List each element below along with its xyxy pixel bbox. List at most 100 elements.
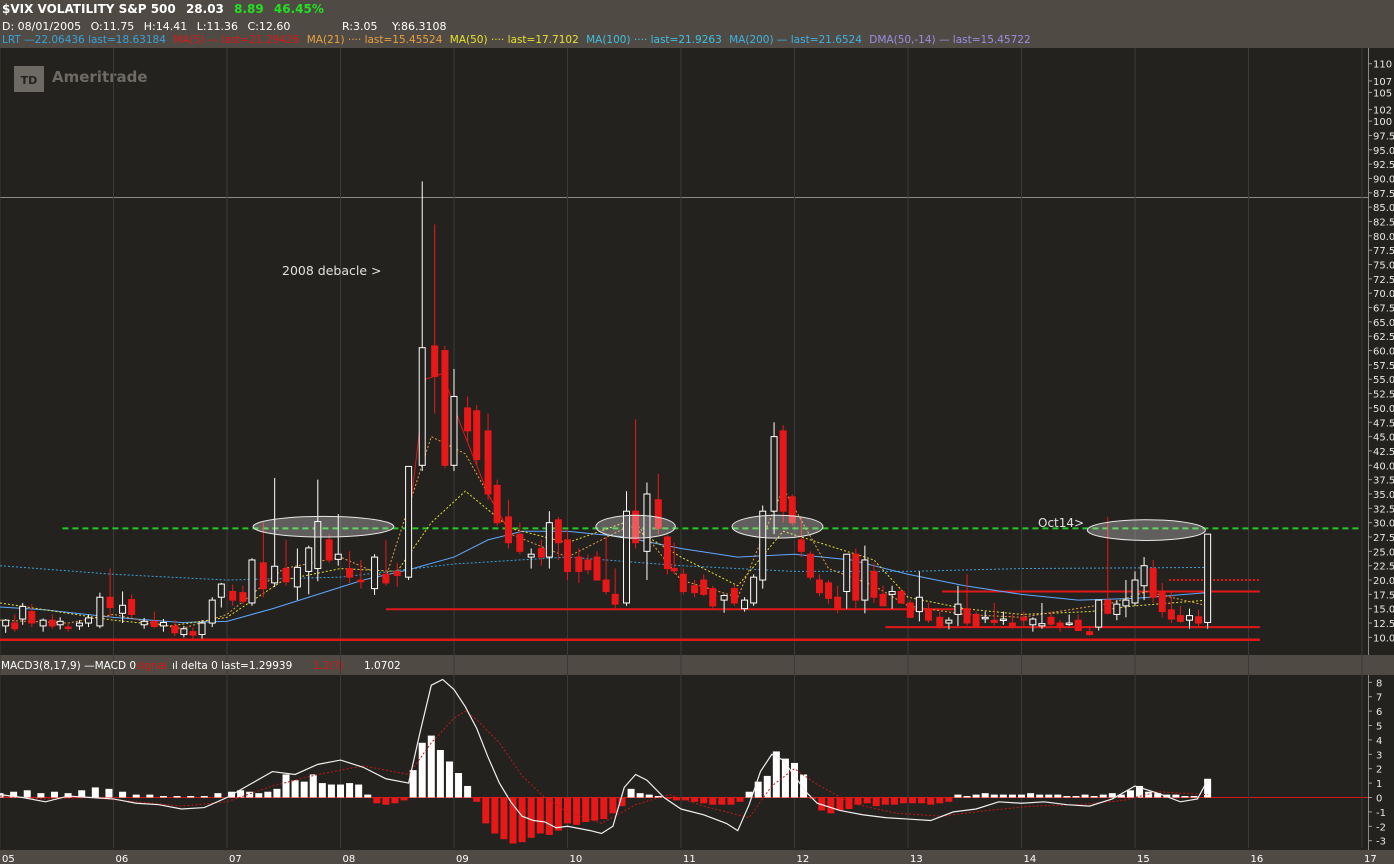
time-tick-label: 15 <box>1137 854 1150 864</box>
candle-body-down <box>441 350 449 466</box>
macd-bar-positive <box>91 787 99 798</box>
candle-body-down <box>537 547 545 558</box>
macd-title-bar <box>0 655 1394 675</box>
price-tick-label: 72.5 <box>1373 275 1394 286</box>
macd-bar-positive <box>981 793 989 798</box>
candle-body-down <box>700 579 708 595</box>
study-dma[interactable]: DMA(50,-14) — last=15.45722 <box>869 34 1031 46</box>
time-tick-label: 10 <box>570 854 583 864</box>
candle-body-up <box>314 521 322 570</box>
candle-body-down <box>972 613 980 627</box>
candle-body-up <box>19 605 27 620</box>
macd-line <box>0 678 1209 835</box>
macd-bar-negative <box>582 797 590 822</box>
candle-body-up <box>545 522 553 558</box>
candle-body-down <box>473 410 481 461</box>
candle-body-up <box>159 621 167 627</box>
price-chart[interactable]: TD Ameritrade 11010710510210097.595.092.… <box>0 48 1394 864</box>
macd-bar-positive <box>645 794 653 798</box>
macd-bar-negative <box>618 797 626 807</box>
price-tick-label: 15.0 <box>1373 605 1394 616</box>
candle-body-down <box>393 570 401 576</box>
candle-body-up <box>56 620 64 626</box>
macd-bar-negative <box>700 797 708 804</box>
candle-body-up <box>418 347 426 466</box>
chart-background <box>0 48 1394 864</box>
macd-bar-negative <box>545 797 553 835</box>
candle-body-up <box>1185 615 1193 621</box>
study-ma100[interactable]: MA(100) ···· last=21.9263 <box>586 34 722 46</box>
macd-bar-positive <box>745 791 753 798</box>
price-tick-label: 75.0 <box>1373 261 1394 272</box>
candle-body-down <box>663 536 671 570</box>
price-tick-label: 25.0 <box>1373 547 1394 558</box>
macd-bar-positive <box>173 796 181 798</box>
macd-bar-positive <box>214 793 222 798</box>
macd-bar-positive <box>772 751 780 798</box>
highlight-ellipse <box>595 514 676 539</box>
annotation-2008-debacle: 2008 debacle > <box>282 263 382 278</box>
macd-bar-negative <box>373 797 381 804</box>
candle-body-down <box>1176 615 1184 622</box>
macd-bar-positive <box>1136 785 1144 798</box>
macd-bar-negative <box>845 797 853 810</box>
macd-bar-negative <box>827 797 835 814</box>
highlight-ellipse <box>731 514 824 539</box>
candle-body-up <box>861 559 869 601</box>
highlight-ellipse <box>252 515 395 538</box>
study-ma21[interactable]: MA(21) ···· last=15.45524 <box>306 34 443 46</box>
candle-body-up <box>96 596 104 627</box>
macd-bar-positive <box>1063 796 1071 798</box>
candle-body-up <box>954 603 962 615</box>
candle-body-up <box>85 617 93 624</box>
candle-body-up <box>140 620 148 626</box>
macd-bar-negative <box>818 797 826 811</box>
ohlc-close: C:12.60 <box>247 20 291 33</box>
candle-body-up <box>208 599 216 624</box>
macd-bar-negative <box>718 797 726 805</box>
candle-body-up <box>1122 599 1130 607</box>
price-tick-label: 65.0 <box>1373 318 1394 329</box>
candle-body-up <box>1029 618 1037 626</box>
candle-body-up <box>1065 622 1073 626</box>
candle-body-down <box>1149 568 1157 598</box>
candle-body-up <box>1113 603 1121 615</box>
candle-body-down <box>1195 616 1203 624</box>
candle-body-down <box>679 573 687 593</box>
candle-body-down <box>788 496 796 524</box>
range-readout: R:3.05 <box>342 20 378 33</box>
candle-body-up <box>75 622 83 627</box>
macd-bar-positive <box>187 796 195 798</box>
price-tick-label: 70.0 <box>1373 289 1394 300</box>
macd-bar-negative <box>482 797 490 824</box>
macd-bar-positive <box>159 796 167 798</box>
macd-tick-label: 2 <box>1376 765 1382 776</box>
macd-bar-positive <box>309 774 317 798</box>
macd-bar-positive <box>1045 794 1053 798</box>
macd-bar-positive <box>1018 794 1025 798</box>
macd-bar-positive <box>282 774 290 798</box>
candle-body-down <box>611 593 619 605</box>
macd-bar-negative <box>881 797 889 805</box>
macd-bar-positive <box>273 788 281 798</box>
study-lrt[interactable]: LRT —22.06436 last=18.63184 <box>2 34 166 46</box>
candle-body-down <box>906 602 914 618</box>
candle-body-up <box>945 619 953 624</box>
chart-header: $VIX VOLATILITY S&P 500 28.03 8.89 46.45… <box>0 0 1394 48</box>
candle-body-down <box>1086 631 1094 636</box>
price-tick-label: 77.5 <box>1373 246 1394 257</box>
macd-bar-negative <box>672 797 680 801</box>
time-tick-label: 06 <box>116 854 129 864</box>
ma-line-ma50 <box>0 490 1208 627</box>
macd-bar-negative <box>836 797 844 811</box>
macd-bar-positive <box>418 742 426 798</box>
macd-bar-positive <box>132 794 140 798</box>
study-ma50[interactable]: MA(50) ···· last=17.7102 <box>449 34 579 46</box>
symbol-label[interactable]: $VIX VOLATILITY S&P 500 <box>2 2 176 16</box>
study-ma5[interactable]: MA(5) — last=21.29426 <box>173 34 300 46</box>
macd-bar-positive <box>337 784 344 798</box>
candle-body-up <box>2 619 10 627</box>
study-ma200[interactable]: MA(200) — last=21.6524 <box>729 34 862 46</box>
candle-body-up <box>119 604 127 614</box>
candle-body-down <box>806 553 814 578</box>
